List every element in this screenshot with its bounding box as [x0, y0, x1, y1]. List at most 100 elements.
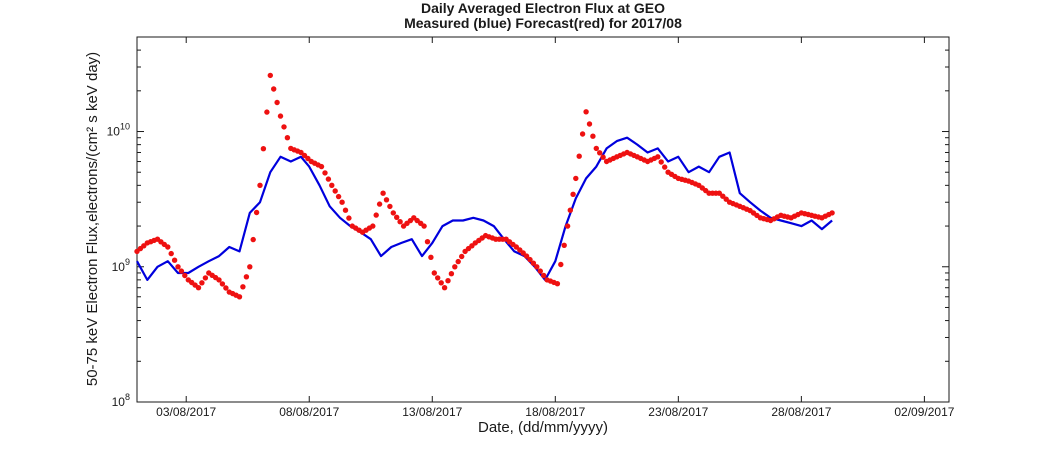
- forecast-point: [424, 239, 431, 245]
- forecast-point: [383, 197, 390, 203]
- forecast-point: [370, 223, 376, 229]
- forecast-point: [655, 154, 661, 160]
- plot-frame: [136, 36, 950, 403]
- forecast-point: [438, 280, 444, 286]
- forecast-point: [195, 285, 202, 291]
- forecast-point: [573, 175, 579, 182]
- forecast-point: [558, 261, 564, 268]
- forecast-point: [260, 146, 267, 152]
- forecast-point: [445, 278, 451, 284]
- forecast-point: [332, 188, 338, 194]
- forecast-point: [339, 199, 345, 205]
- forecast-point: [567, 207, 573, 213]
- x-tick-label: 13/08/2017: [402, 405, 462, 419]
- forecast-point: [298, 149, 304, 156]
- forecast-point: [829, 210, 835, 216]
- forecast-point: [342, 207, 349, 213]
- forecast-point: [219, 281, 226, 287]
- forecast-point: [171, 257, 178, 263]
- forecast-point: [527, 256, 533, 263]
- chart-title: Daily Averaged Electron Flux at GEO: [421, 0, 665, 16]
- forecast-point: [590, 133, 596, 139]
- forecast-point: [394, 214, 400, 220]
- y-tick-label: 108: [112, 392, 130, 409]
- y-axis: 108 109 1010: [107, 36, 949, 409]
- forecast-point: [564, 223, 571, 229]
- forecast-point: [247, 264, 253, 270]
- forecast-point: [168, 250, 174, 257]
- forecast-point: [335, 193, 342, 200]
- forecast-point: [431, 270, 437, 276]
- forecast-point: [421, 223, 427, 229]
- forecast-point: [537, 268, 543, 274]
- forecast-point: [284, 135, 291, 141]
- series-line-measured: [136, 136, 833, 281]
- forecast-point: [376, 201, 383, 207]
- forecast-point: [658, 159, 664, 165]
- y-axis-label: 50-75 keV Electron Flux,electrons/(cm² s…: [84, 52, 101, 386]
- forecast-point: [267, 72, 273, 79]
- x-axis: 03/08/2017 08/08/2017 13/08/2017 18/08/2017…: [156, 37, 955, 419]
- forecast-point: [199, 280, 205, 286]
- forecast-point: [253, 209, 260, 216]
- forecast-point: [178, 268, 185, 274]
- forecast-point: [257, 182, 263, 188]
- forecast-point: [593, 145, 599, 152]
- forecast-point: [448, 271, 455, 277]
- forecast-point: [390, 210, 396, 216]
- forecast-point: [716, 190, 722, 196]
- forecast-point: [281, 124, 287, 130]
- forecast-point: [570, 191, 576, 197]
- forecast-point: [165, 244, 171, 250]
- forecast-point: [600, 154, 606, 160]
- forecast-point: [541, 272, 547, 279]
- y-tick-label: 1010: [107, 122, 130, 139]
- forecast-point: [435, 275, 441, 281]
- x-tick-label: 18/08/2017: [525, 405, 585, 419]
- x-tick-label: 23/08/2017: [648, 405, 708, 419]
- forecast-point: [175, 264, 181, 270]
- forecast-point: [597, 150, 603, 156]
- forecast-point: [428, 254, 434, 260]
- x-tick-label: 28/08/2017: [771, 405, 831, 419]
- chart-subtitle: Measured (blue) Forecast(red) for 2017/0…: [404, 15, 682, 31]
- forecast-point: [576, 153, 582, 159]
- forecast-point: [459, 253, 465, 260]
- forecast-point: [561, 242, 567, 248]
- forecast-point: [387, 203, 393, 210]
- x-tick-label: 08/08/2017: [279, 405, 339, 419]
- forecast-point: [452, 264, 458, 270]
- forecast-point: [271, 86, 277, 92]
- forecast-point: [274, 99, 280, 106]
- forecast-point: [579, 131, 586, 137]
- forecast-point: [240, 284, 246, 290]
- forecast-point: [329, 182, 335, 188]
- forecast-point: [397, 219, 403, 225]
- forecast-point: [182, 272, 188, 279]
- forecast-point: [318, 163, 325, 170]
- forecast-point: [346, 215, 352, 221]
- series-layer: [134, 72, 835, 300]
- forecast-point: [534, 264, 540, 270]
- forecast-point: [523, 253, 530, 259]
- forecast-point: [586, 121, 593, 127]
- x-axis-label: Date, (dd/mm/yyyy): [478, 419, 608, 436]
- forecast-point: [216, 277, 222, 283]
- forecast-point: [554, 281, 561, 287]
- forecast-point: [662, 164, 668, 170]
- x-tick-label: 03/08/2017: [156, 405, 216, 419]
- series-points-forecast: [134, 72, 835, 300]
- forecast-point: [277, 113, 284, 119]
- x-tick-label: 02/09/2017: [894, 405, 954, 419]
- y-tick-label: 109: [112, 257, 130, 274]
- forecast-point: [373, 212, 379, 218]
- forecast-point: [583, 109, 589, 115]
- forecast-point: [250, 236, 256, 243]
- forecast-point: [513, 244, 519, 250]
- forecast-point: [223, 285, 229, 291]
- forecast-point: [530, 260, 537, 266]
- forecast-point: [441, 285, 448, 291]
- forecast-point: [455, 258, 461, 265]
- forecast-point: [243, 274, 250, 280]
